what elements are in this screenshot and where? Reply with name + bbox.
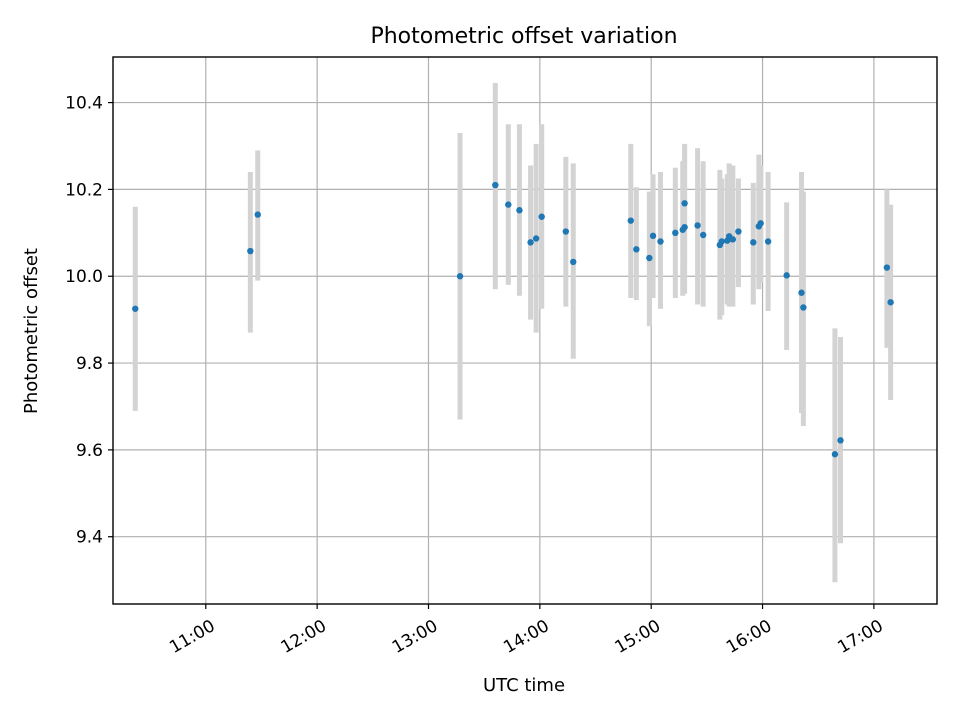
data-point xyxy=(456,273,464,280)
y-tick-label: 10.0 xyxy=(65,267,103,287)
grid-lines xyxy=(113,57,937,604)
y-tick-label: 9.8 xyxy=(76,354,103,374)
data-point xyxy=(699,231,707,239)
error-bars xyxy=(132,83,894,583)
x-tick-label: 14:00 xyxy=(500,616,552,658)
data-point xyxy=(633,246,640,253)
data-point xyxy=(570,258,577,266)
y-axis-ticks: 9.4 9.6 9.8 10.0 10.2 10.4 xyxy=(65,94,113,548)
data-point xyxy=(750,239,757,246)
data-point xyxy=(132,305,139,312)
data-point xyxy=(681,223,688,231)
data-point xyxy=(757,220,764,227)
x-tick-label: 16:00 xyxy=(723,616,775,658)
data-point xyxy=(247,247,254,255)
data-point xyxy=(538,213,545,220)
x-axis-label: UTC time xyxy=(483,675,565,696)
plot-frame xyxy=(112,56,938,605)
data-points xyxy=(132,181,894,458)
data-point xyxy=(837,437,844,444)
data-point xyxy=(694,222,701,229)
x-tick-label: 12:00 xyxy=(278,616,330,658)
data-point xyxy=(562,228,570,235)
data-point xyxy=(527,239,534,246)
data-point xyxy=(887,299,894,306)
y-tick-label: 9.6 xyxy=(76,441,103,461)
data-point xyxy=(646,254,653,262)
data-point xyxy=(657,238,664,245)
x-tick-label: 15:00 xyxy=(612,616,664,658)
x-tick-label: 11:00 xyxy=(166,616,218,658)
data-point xyxy=(532,235,540,242)
data-point xyxy=(800,304,807,311)
data-point xyxy=(718,238,725,245)
data-point xyxy=(729,236,737,243)
data-point xyxy=(764,238,772,245)
data-point xyxy=(505,201,512,208)
data-point xyxy=(883,264,891,271)
y-tick-label: 9.4 xyxy=(76,528,103,548)
data-point xyxy=(735,228,742,235)
data-point xyxy=(672,229,679,237)
x-axis-ticks: 11:00 12:00 13:00 14:00 15:00 16:00 17:00 xyxy=(166,604,887,658)
data-point xyxy=(254,211,261,218)
chart-title: Photometric offset variation xyxy=(370,24,677,49)
y-tick-label: 10.2 xyxy=(65,180,103,200)
data-point xyxy=(649,232,657,240)
x-tick-label: 17:00 xyxy=(834,616,886,658)
data-point xyxy=(681,200,688,207)
data-point xyxy=(516,207,523,214)
data-point xyxy=(627,217,634,224)
x-tick-label: 13:00 xyxy=(389,616,441,658)
data-point xyxy=(492,181,499,189)
data-point xyxy=(798,289,805,296)
y-axis-label: Photometric offset xyxy=(21,248,42,414)
y-tick-label: 10.4 xyxy=(65,94,103,114)
data-point xyxy=(831,451,839,458)
data-point xyxy=(783,272,790,279)
